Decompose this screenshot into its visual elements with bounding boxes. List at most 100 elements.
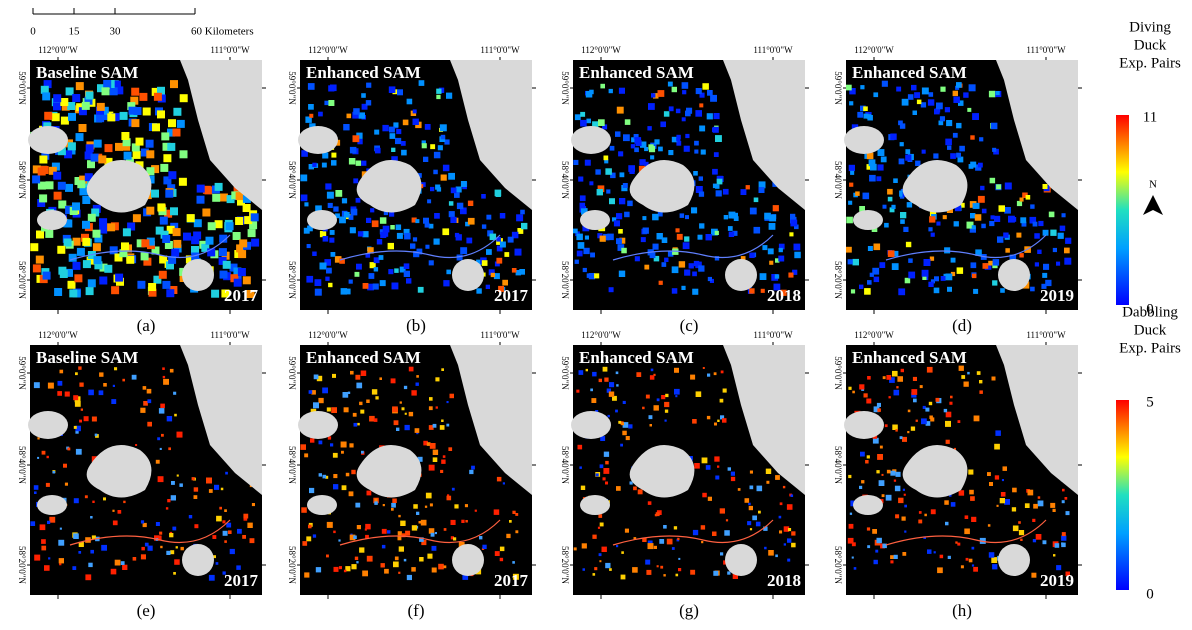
map-pixel xyxy=(72,94,80,102)
map-pixel xyxy=(1018,521,1021,524)
map-pixel xyxy=(173,240,181,248)
map-pixel xyxy=(131,119,139,127)
lat-label: 58°40'0"N xyxy=(560,446,570,484)
map-pixel xyxy=(143,386,147,390)
map-pixel xyxy=(141,520,144,523)
map-pixel xyxy=(141,554,146,559)
map-pixel xyxy=(1000,288,1005,293)
map-pixel xyxy=(1037,250,1041,254)
map-pixel xyxy=(497,477,502,482)
lon-label: 111°0'0"W xyxy=(1026,45,1066,55)
map-pixel xyxy=(953,97,960,104)
map-pixel xyxy=(220,271,228,279)
panel-title: Enhanced SAM xyxy=(306,63,421,82)
map-pixel xyxy=(731,472,735,476)
map-pixel xyxy=(446,424,449,427)
map-pixel xyxy=(689,263,694,268)
map-pixel xyxy=(121,132,129,140)
map-pixel xyxy=(374,418,378,422)
panel-title: Enhanced SAM xyxy=(852,63,967,82)
lon-label: 111°0'0"W xyxy=(210,45,250,55)
map-pixel xyxy=(972,564,974,566)
map-pixel xyxy=(674,389,680,395)
map-pixel xyxy=(913,399,917,403)
map-pixel xyxy=(947,287,952,292)
map-panel: Enhanced SAM 2019 xyxy=(844,60,1078,310)
map-pixel xyxy=(391,378,396,383)
map-pixel xyxy=(350,147,357,154)
map-pixel xyxy=(608,415,610,417)
map-pixel xyxy=(397,89,403,95)
map-pixel xyxy=(329,238,334,243)
map-pixel xyxy=(430,144,435,149)
map-pixel xyxy=(618,229,623,234)
map-pixel xyxy=(867,545,870,548)
map-pixel xyxy=(68,142,76,150)
map-pixel xyxy=(859,285,863,289)
map-pixel xyxy=(68,113,76,121)
map-pixel xyxy=(991,215,995,219)
panel-year: 2017 xyxy=(224,571,259,590)
map-pixel xyxy=(791,543,796,548)
map-pixel xyxy=(872,529,877,534)
map-pixel xyxy=(93,243,101,251)
map-pixel xyxy=(401,141,406,146)
map-pixel xyxy=(788,273,793,278)
map-pixel xyxy=(958,420,961,423)
map-pixel xyxy=(650,375,655,380)
map-pixel xyxy=(874,277,880,283)
map-pixel xyxy=(646,395,650,399)
map-panel: Baseline SAM2017 xyxy=(28,345,262,595)
map-pixel xyxy=(882,544,887,549)
map-pixel xyxy=(208,222,216,230)
map-pixel xyxy=(121,242,129,250)
map-pixel xyxy=(592,535,596,539)
map-pixel xyxy=(250,538,255,543)
map-pixel xyxy=(500,558,503,561)
map-pixel xyxy=(113,521,118,526)
map-pixel xyxy=(88,214,96,222)
map-pixel xyxy=(1050,230,1056,236)
map-pixel xyxy=(471,466,475,470)
map-pixel xyxy=(575,114,581,120)
map-pixel xyxy=(441,420,444,423)
map-pixel xyxy=(961,565,964,568)
map-pixel xyxy=(720,552,723,555)
map-pixel xyxy=(453,537,456,540)
map-pixel xyxy=(685,215,689,219)
map-pixel xyxy=(598,119,605,126)
map-pixel xyxy=(419,521,422,524)
map-pixel xyxy=(749,506,753,510)
map-pixel xyxy=(326,555,329,558)
map-pixel xyxy=(678,558,680,560)
map-pixel xyxy=(741,189,747,195)
map-pixel xyxy=(425,124,431,130)
map-pixel xyxy=(388,243,394,249)
map-pixel xyxy=(617,107,624,114)
map-pixel xyxy=(353,178,358,183)
map-pixel xyxy=(614,220,620,226)
map-pixel xyxy=(870,273,874,277)
map-pixel xyxy=(713,184,718,189)
map-pixel xyxy=(946,440,950,444)
map-pixel xyxy=(579,370,584,375)
map-pixel xyxy=(160,448,162,450)
map-pixel xyxy=(879,262,885,268)
map-pixel xyxy=(970,496,975,501)
map-pixel xyxy=(973,289,978,294)
map-pixel xyxy=(896,472,901,477)
map-pixel xyxy=(582,543,587,548)
map-pixel xyxy=(593,573,596,576)
panel-year: 2019 xyxy=(1040,286,1074,305)
map-pixel xyxy=(880,446,883,449)
map-pixel xyxy=(209,489,213,493)
map-pixel xyxy=(181,547,184,550)
map-pixel xyxy=(312,252,317,257)
map-pixel xyxy=(47,521,50,524)
lake xyxy=(725,259,757,291)
map-pixel xyxy=(738,488,741,491)
map-pixel xyxy=(388,269,393,274)
map-pixel xyxy=(396,129,401,134)
map-pixel xyxy=(1025,503,1030,508)
map-pixel xyxy=(366,83,371,88)
